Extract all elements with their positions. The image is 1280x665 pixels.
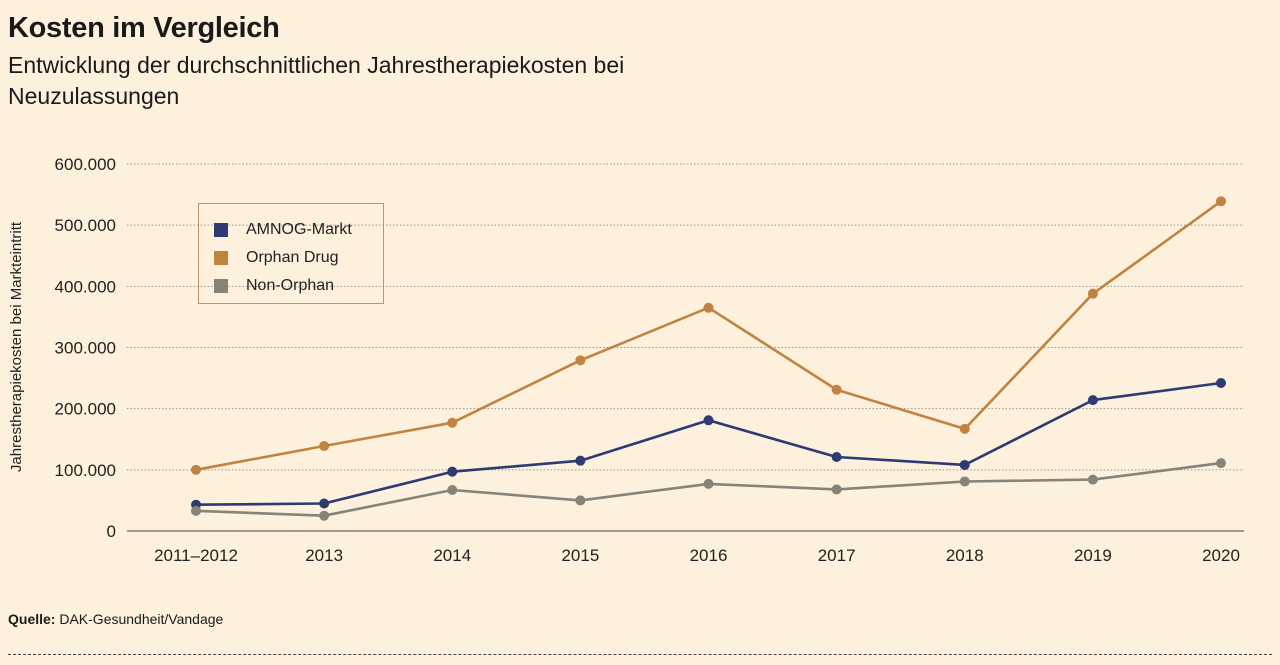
legend-label: Non-Orphan <box>246 277 335 294</box>
data-point-non-orphan <box>191 505 201 516</box>
x-tick-label: 2017 <box>818 546 856 565</box>
footer-divider <box>8 654 1272 655</box>
data-point-non-orphan <box>831 484 842 495</box>
y-axis-label: Jahrestherapiekosten bei Markteintritt <box>8 221 25 472</box>
data-point-orphan-drug <box>319 440 330 451</box>
data-point-non-orphan <box>703 478 714 489</box>
data-point-non-orphan <box>1216 458 1226 469</box>
legend-swatch-amnog-markt <box>214 223 228 237</box>
data-point-orphan-drug <box>959 423 970 434</box>
y-axis-ticks: 0 100.000 200.000 300.000 400.000 500.000 600.… <box>55 155 116 541</box>
data-point-amnog-markt <box>319 498 330 509</box>
x-tick-label: 2016 <box>690 546 728 565</box>
legend-label: AMNOG-Markt <box>246 221 352 238</box>
source-text: DAK-Gesundheit/Vandage <box>59 611 224 627</box>
data-point-orphan-drug <box>191 464 201 475</box>
data-point-orphan-drug <box>1216 196 1226 207</box>
data-point-non-orphan <box>575 495 586 506</box>
x-tick-label: 2013 <box>305 546 343 565</box>
y-tick-label: 100.000 <box>55 461 116 480</box>
data-point-amnog-markt <box>575 455 586 466</box>
x-tick-label: 2014 <box>433 546 471 565</box>
y-tick-label: 400.000 <box>55 277 116 296</box>
x-tick-label: 2015 <box>561 546 599 565</box>
chart-title: Kosten im Vergleich <box>8 12 280 44</box>
x-tick-label: 2018 <box>946 546 984 565</box>
legend-label: Orphan Drug <box>246 249 339 266</box>
y-tick-label: 300.000 <box>55 339 116 358</box>
y-tick-label: 0 <box>107 522 116 541</box>
data-point-amnog-markt <box>703 415 714 426</box>
legend-item-amnog-markt: AMNOG-Markt <box>214 220 352 240</box>
y-tick-label: 200.000 <box>55 400 116 419</box>
data-point-non-orphan <box>447 485 458 496</box>
legend: AMNOG-Markt Orphan Drug Non-Orphan <box>198 203 384 304</box>
data-point-amnog-markt <box>831 451 842 462</box>
x-axis-ticks: 2011–2012 2013 2014 2015 2016 2017 2018 2019 202… <box>154 546 1240 565</box>
data-point-orphan-drug <box>831 384 842 395</box>
data-point-amnog-markt <box>1087 395 1098 406</box>
data-point-amnog-markt <box>447 466 458 477</box>
chart-subtitle: Entwicklung der durchschnittlichen Jahre… <box>8 52 625 109</box>
x-tick-label: 2011–2012 <box>154 546 238 565</box>
data-point-non-orphan <box>959 476 970 487</box>
y-tick-label: 600.000 <box>55 155 116 174</box>
series-line-non-orphan <box>195 461 1222 518</box>
data-point-orphan-drug <box>1087 288 1098 299</box>
data-point-orphan-drug <box>575 355 586 366</box>
legend-item-non-orphan: Non-Orphan <box>214 276 334 296</box>
data-point-orphan-drug <box>447 417 458 428</box>
data-point-non-orphan <box>1087 474 1098 485</box>
data-point-non-orphan <box>319 510 330 521</box>
source-label: Quelle: <box>8 611 56 627</box>
data-point-amnog-markt <box>1216 377 1226 388</box>
series-lines <box>191 196 1226 521</box>
x-tick-label: 2020 <box>1202 546 1240 565</box>
gridlines <box>127 163 1244 532</box>
data-point-amnog-markt <box>959 459 970 470</box>
legend-swatch-orphan-drug <box>214 251 228 265</box>
legend-item-orphan-drug: Orphan Drug <box>214 248 339 268</box>
legend-swatch-non-orphan <box>214 279 228 293</box>
source-note: Quelle: DAK-Gesundheit/Vandage <box>8 611 223 627</box>
data-point-orphan-drug <box>703 302 714 313</box>
x-tick-label: 2019 <box>1074 546 1112 565</box>
y-tick-label: 500.000 <box>55 216 116 235</box>
